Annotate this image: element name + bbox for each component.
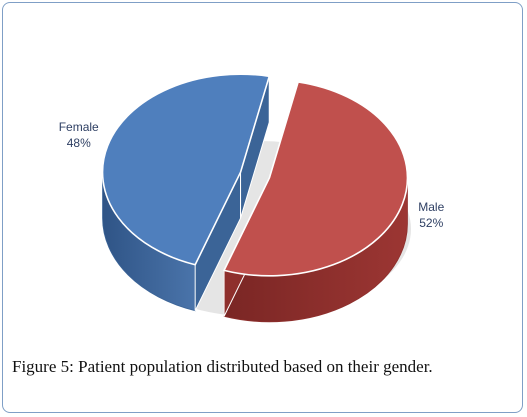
slice-label-name-male: Male [418,200,444,214]
pie-slice-male [223,81,409,277]
caption-label: Figure 5: [12,357,74,376]
slice-label-value-male: 52% [419,216,443,230]
pie-slice-female [101,73,271,266]
slice-label-value-female: 48% [67,136,91,150]
caption-text: Patient population distributed based on … [78,357,433,376]
slice-label-name-female: Female [59,120,99,134]
pie-labels: Male 52% Female 48% [59,120,445,230]
pie-tops [101,73,409,277]
figure-caption: Figure 5: Patient population distributed… [12,357,433,377]
pie-chart: Male 52% Female 48% [59,73,445,323]
